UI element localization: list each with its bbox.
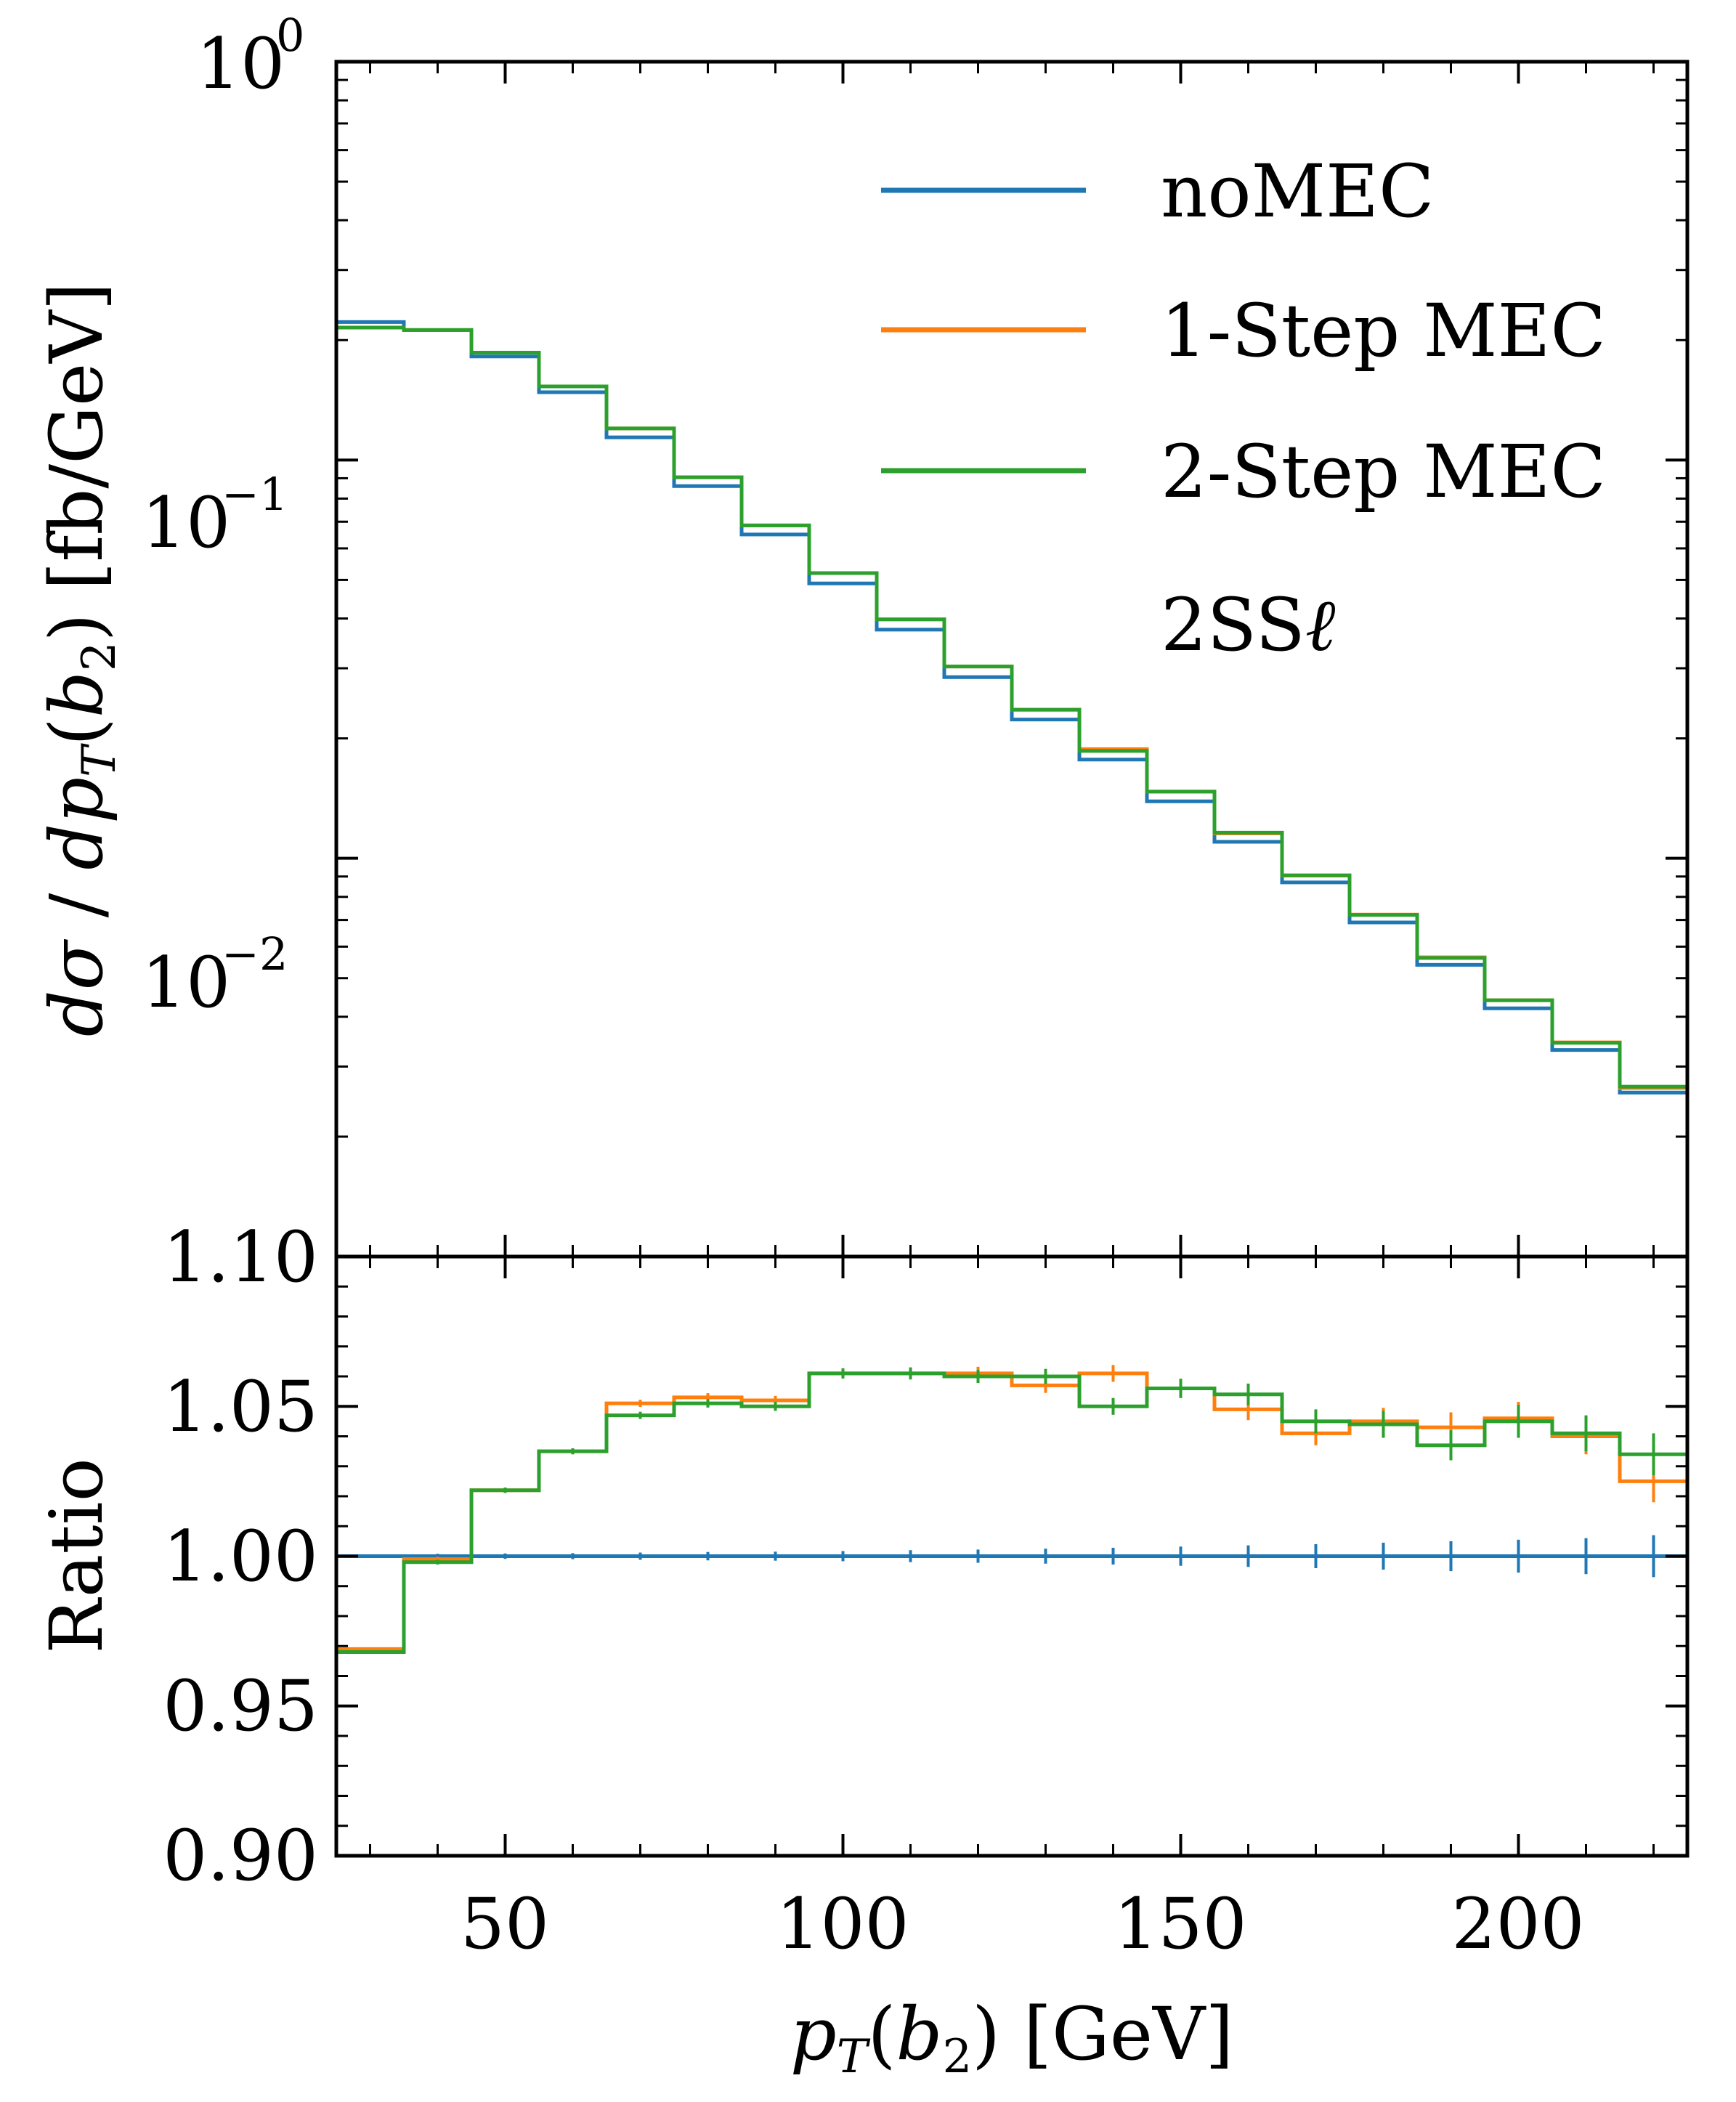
xtick-label-150: 150	[1114, 1883, 1246, 1965]
main-ytick-exponent-2: −2	[222, 928, 288, 981]
main-ytick-label-1: 10	[142, 482, 230, 564]
main-ytick-exponent-0: 0	[276, 9, 304, 62]
main-plot-frame	[334, 60, 1690, 1259]
x-axis-title: pT(b2) [GeV]	[790, 1992, 1234, 2084]
ratio-ytick-label-3: 1.05	[163, 1366, 318, 1448]
legend: noMEC 1-Step MEC 2-Step MEC 2SSℓ	[881, 149, 1606, 667]
main-ytick-label-0: 10	[196, 23, 285, 105]
ratio-plot-frame	[334, 1254, 1690, 1858]
ratio-panel: 0.90 0.95 1.00 1.05 1.10 Ratio 50 100 15…	[34, 1217, 1690, 2084]
main-ticks-layer	[336, 62, 1687, 1257]
xtick-label-50: 50	[461, 1883, 549, 1965]
ratio-ytick-label-4: 1.10	[163, 1217, 318, 1298]
main-panel: 10 0 10 −1 10 −2 dσ / dpT(b2) [fb/GeV] n…	[34, 9, 1690, 1259]
ratio-ticks-layer	[336, 1255, 1687, 1857]
ratio-series-layer	[336, 1365, 1687, 1654]
main-series-2-step-mec	[336, 325, 1687, 1089]
legend-annotation: 2SSℓ	[1161, 583, 1336, 667]
ratio-ytick-label-2: 1.00	[163, 1516, 318, 1597]
legend-label-1step: 1-Step MEC	[1161, 288, 1606, 373]
ratio-ytick-label-0: 0.90	[163, 1815, 318, 1896]
ratio-y-axis-title: Ratio	[34, 1458, 119, 1654]
ratio-series-2-step-mec	[336, 1371, 1687, 1654]
xtick-label-200: 200	[1451, 1883, 1584, 1965]
main-series-layer	[336, 320, 1687, 1095]
ratio-ytick-label-1: 0.95	[163, 1665, 318, 1747]
main-ytick-label-2: 10	[142, 942, 230, 1023]
legend-label-2step: 2-Step MEC	[1161, 429, 1606, 514]
ratio-series-1-step-mec	[336, 1371, 1687, 1651]
legend-label-nomec: noMEC	[1161, 149, 1435, 234]
main-y-axis-title: dσ / dpT(b2) [fb/GeV]	[34, 283, 126, 1037]
xtick-label-100: 100	[776, 1883, 909, 1965]
main-ytick-exponent-1: −1	[222, 468, 288, 521]
